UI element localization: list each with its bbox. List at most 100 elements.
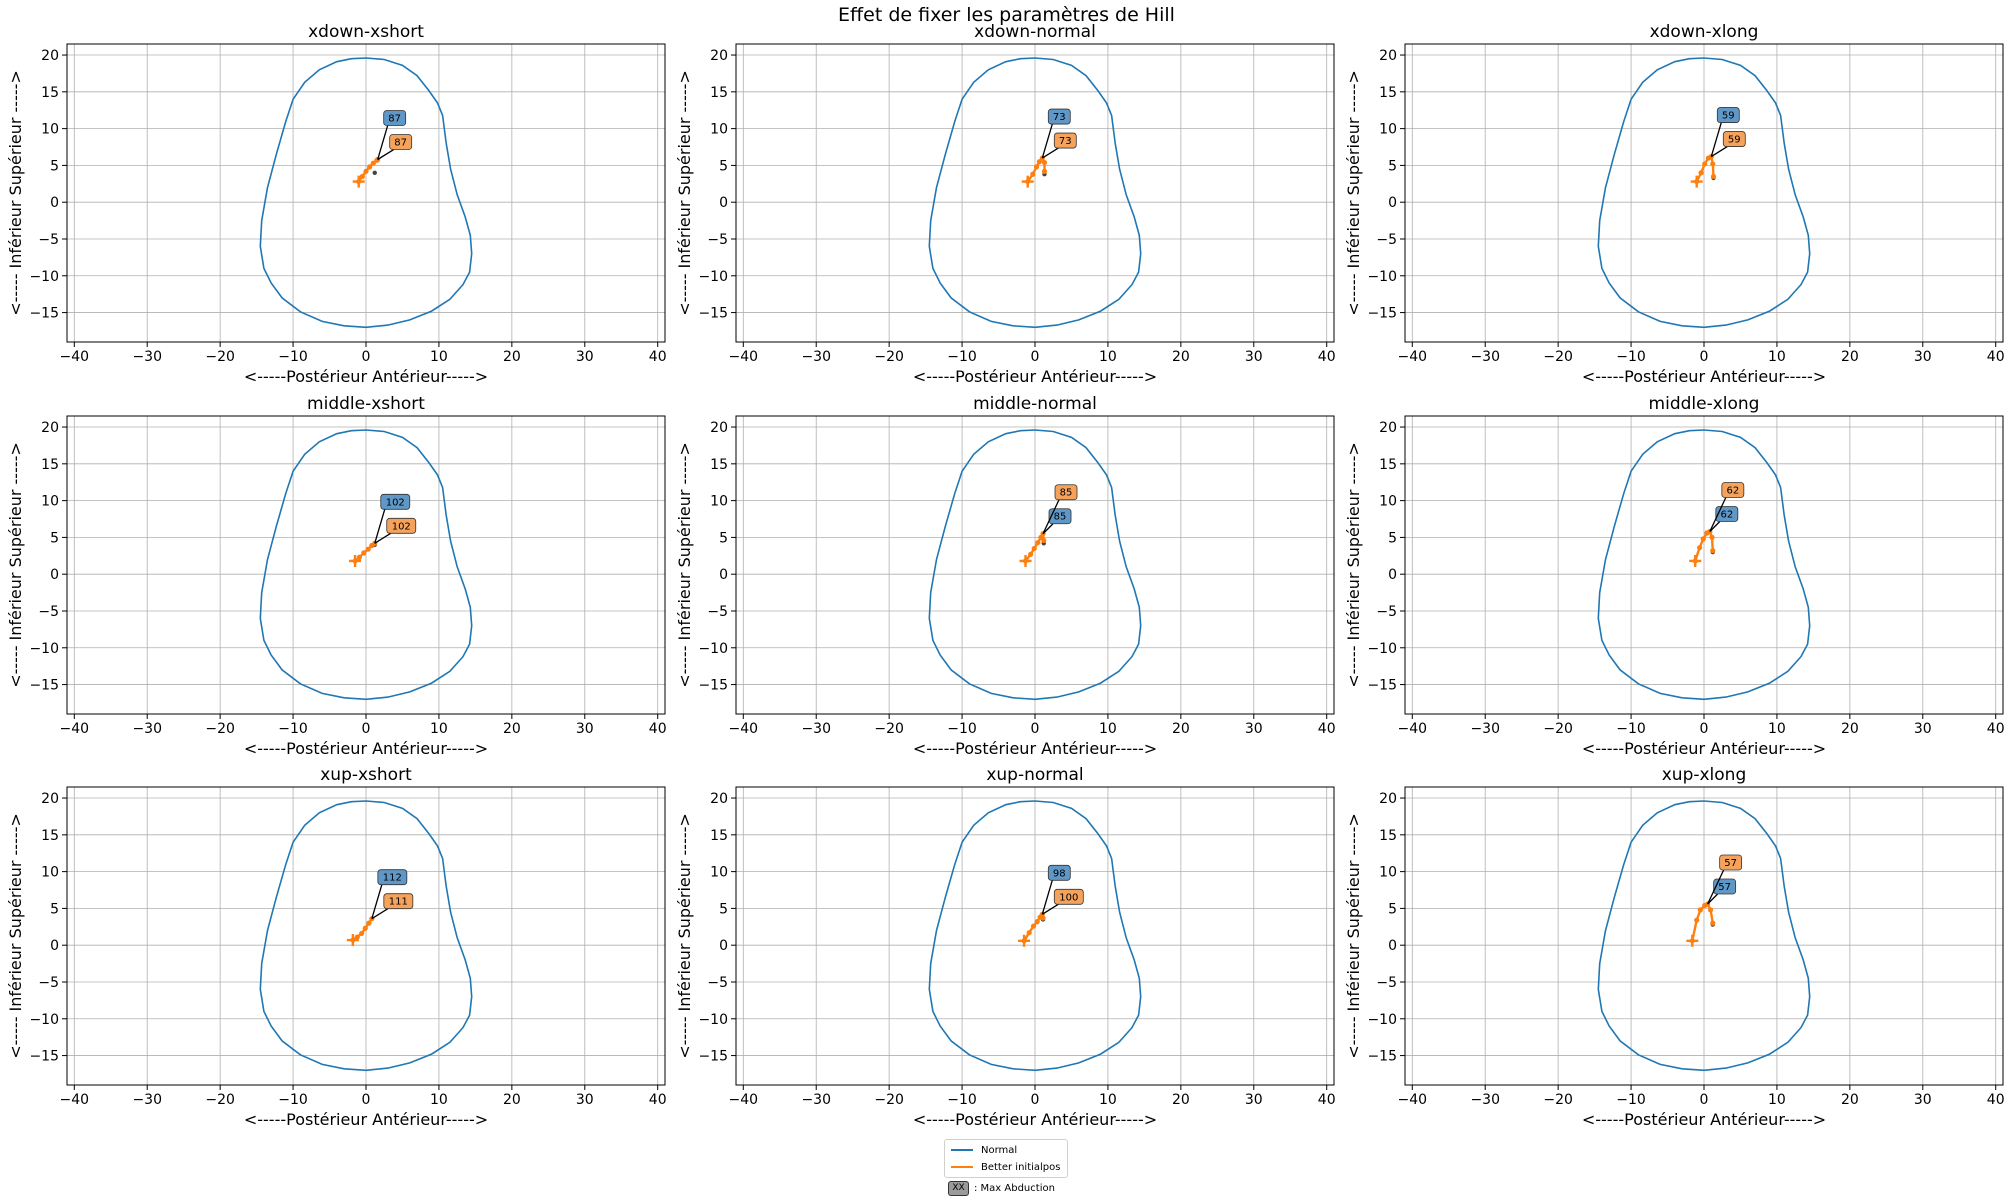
x-tick-label: −10 — [278, 1092, 308, 1108]
max-abduction-box-better — [386, 517, 417, 534]
boundary-line — [928, 800, 1142, 1072]
y-tick-label: 20 — [1379, 791, 1397, 807]
y-tick-label: −10 — [29, 1012, 59, 1028]
x-tick-label: 30 — [576, 721, 594, 737]
x-tick-label: −40 — [1398, 349, 1428, 365]
y-tick-label: −10 — [1367, 641, 1397, 657]
better-trajectory-point — [1709, 534, 1715, 541]
y-axis-label: <----- Inférieur Supérieur -----> — [6, 442, 25, 688]
y-tick-label: 0 — [1388, 567, 1397, 583]
y-tick-label: −5 — [1376, 232, 1397, 248]
max-abduction-box-better — [383, 893, 414, 910]
better-trajectory-point — [1697, 545, 1703, 551]
y-tick-label: −5 — [1376, 604, 1397, 620]
y-tick-label: −15 — [698, 1049, 728, 1065]
y-tick-label: −5 — [1376, 975, 1397, 991]
better-trajectory-point — [366, 920, 372, 926]
y-tick-label: 15 — [1379, 828, 1397, 844]
max-abduction-label-better: 87 — [394, 138, 407, 149]
x-tick-label: 40 — [1987, 349, 2005, 365]
max-abduction-label-normal: 98 — [1053, 868, 1066, 879]
y-tick-label: 15 — [41, 828, 59, 844]
max-abduction-box-better — [1719, 854, 1743, 871]
boundary-line — [1597, 800, 1811, 1072]
x-tick-label: −40 — [1398, 721, 1428, 737]
label-leader — [1710, 122, 1722, 157]
x-tick-label: −40 — [729, 1092, 759, 1108]
y-tick-label: 10 — [710, 494, 728, 510]
x-tick-label: 40 — [1318, 349, 1336, 365]
y-tick-label: −5 — [707, 232, 728, 248]
x-tick-label: 10 — [1768, 1092, 1786, 1108]
y-tick-label: 5 — [1388, 158, 1397, 174]
better-trajectory-line — [1695, 154, 1715, 183]
better-trajectory-point — [356, 554, 363, 560]
max-abduction-label-normal: 102 — [386, 497, 405, 508]
label-leader — [1709, 521, 1721, 532]
max-abduction-box-better — [1053, 132, 1077, 149]
better-trajectory-point — [1026, 930, 1032, 936]
y-tick-label: 0 — [719, 567, 728, 583]
max-abduction-label-better: 62 — [1726, 486, 1739, 497]
better-trajectory-point — [1040, 915, 1046, 921]
better-trajectory-point — [1035, 539, 1041, 546]
max-abduction-label-better: 111 — [389, 897, 408, 908]
better-trajectory-point — [365, 546, 371, 552]
subplot-title: xup-normal — [986, 765, 1083, 785]
x-tick-label: 40 — [1987, 1092, 2005, 1108]
start-marker — [352, 175, 365, 188]
x-tick-label: 20 — [1841, 721, 1859, 737]
y-tick-label: −5 — [38, 975, 59, 991]
x-tick-label: −20 — [205, 349, 235, 365]
x-tick-label: 30 — [576, 349, 594, 365]
y-tick-label: −5 — [38, 604, 59, 620]
label-leader — [1041, 147, 1059, 159]
max-abduction-box-better — [1054, 484, 1078, 501]
max-abduction-label-normal: 112 — [383, 873, 402, 884]
y-tick-label: 15 — [710, 85, 728, 101]
y-axis-label: <----- Inférieur Supérieur -----> — [6, 813, 25, 1059]
start-marker — [1690, 175, 1703, 188]
y-tick-label: −10 — [698, 1012, 728, 1028]
x-tick-label: 10 — [1768, 721, 1786, 737]
x-tick-label: 0 — [1031, 1092, 1040, 1108]
max-abduction-box-better — [1722, 131, 1746, 147]
y-tick-label: 5 — [50, 901, 59, 917]
x-tick-label: 30 — [1245, 349, 1263, 365]
y-tick-label: 10 — [710, 865, 728, 881]
x-tick-label: 30 — [576, 1092, 594, 1108]
y-tick-label: −10 — [29, 269, 59, 285]
label-leader — [377, 148, 395, 161]
boundary-line — [1597, 429, 1811, 701]
label-leader — [377, 125, 389, 160]
x-tick-label: −30 — [1470, 1092, 1500, 1108]
x-axis-label: <-----Postérieur Antérieur-----> — [913, 367, 1157, 386]
y-tick-label: 20 — [710, 420, 728, 436]
start-marker — [349, 554, 362, 567]
y-tick-label: 15 — [1379, 457, 1397, 473]
y-tick-label: −10 — [1367, 269, 1397, 285]
better-trajectory-point — [354, 934, 360, 940]
max-abduction-label-better: 102 — [392, 521, 411, 532]
better-trajectory-point — [1036, 159, 1042, 165]
y-tick-label: −10 — [1367, 1012, 1397, 1028]
x-tick-label: −20 — [874, 721, 904, 737]
y-tick-label: 10 — [1379, 494, 1397, 510]
x-tick-label: 40 — [649, 1092, 667, 1108]
subplot-middle-xlong: 62 62 −40 −30 −20 −10 0 10 20 30 40 −15 −10 −5 0 5 10 15 2… — [1344, 394, 2005, 758]
y-tick-label: 10 — [1379, 865, 1397, 881]
x-tick-label: 10 — [1099, 1092, 1117, 1108]
x-tick-label: 0 — [1700, 721, 1709, 737]
y-tick-label: 15 — [1379, 85, 1397, 101]
x-tick-label: 10 — [430, 721, 448, 737]
label-leader — [1041, 123, 1053, 159]
y-tick-label: 20 — [710, 48, 728, 64]
better-trajectory-point — [1041, 168, 1048, 174]
y-tick-label: 10 — [41, 122, 59, 138]
better-trajectory-point — [1034, 919, 1040, 925]
legend-item-normal: Normal — [951, 1142, 1017, 1158]
legend-label-normal: Normal — [981, 1144, 1018, 1156]
x-tick-label: 20 — [503, 721, 521, 737]
better-trajectory-point — [1041, 159, 1048, 166]
